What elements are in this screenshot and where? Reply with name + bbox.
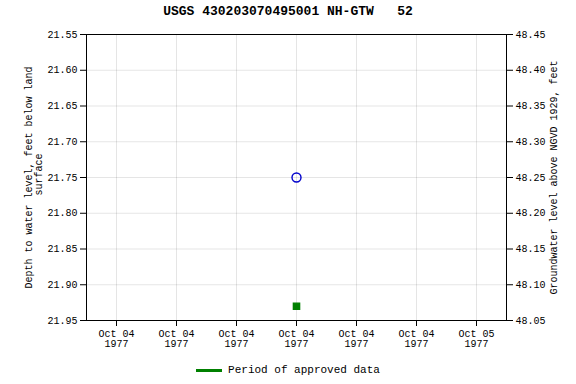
svg-text:48.15: 48.15 xyxy=(516,244,546,255)
svg-text:Oct 041977: Oct 041977 xyxy=(278,329,314,350)
svg-text:21.65: 21.65 xyxy=(47,101,77,112)
svg-text:21.75: 21.75 xyxy=(47,173,77,184)
svg-text:21.90: 21.90 xyxy=(47,280,77,291)
svg-text:Groundwater level above NGVD 1: Groundwater level above NGVD 1929, feet xyxy=(549,60,560,294)
svg-text:21.85: 21.85 xyxy=(47,244,77,255)
svg-text:Oct 051977: Oct 051977 xyxy=(458,329,494,350)
svg-text:21.55: 21.55 xyxy=(47,30,77,41)
svg-text:21.70: 21.70 xyxy=(47,137,77,148)
html-text:USGS 430203070495001 NH-GTW 52: USGS 430203070495001 NH-GTW 52 xyxy=(163,4,413,19)
svg-text:Depth to water level, feet bel: Depth to water level, feet below land su… xyxy=(24,66,45,288)
svg-text:48.20: 48.20 xyxy=(516,208,546,219)
svg-text:Oct 041977: Oct 041977 xyxy=(98,329,134,350)
svg-text:48.10: 48.10 xyxy=(516,280,546,291)
svg-text:48.45: 48.45 xyxy=(516,30,546,41)
svg-text:Oct 041977: Oct 041977 xyxy=(398,329,434,350)
svg-text:Oct 041977: Oct 041977 xyxy=(338,329,374,350)
html-text:Period of approved data: Period of approved data xyxy=(228,364,380,376)
svg-text:21.80: 21.80 xyxy=(47,208,77,219)
svg-text:48.30: 48.30 xyxy=(516,137,546,148)
svg-text:48.05: 48.05 xyxy=(516,316,546,327)
svg-text:48.25: 48.25 xyxy=(516,173,546,184)
svg-text:21.60: 21.60 xyxy=(47,65,77,76)
svg-text:Oct 041977: Oct 041977 xyxy=(158,329,194,350)
svg-text:21.95: 21.95 xyxy=(47,316,77,327)
svg-text:Oct 041977: Oct 041977 xyxy=(218,329,254,350)
svg-text:48.35: 48.35 xyxy=(516,101,546,112)
svg-text:48.40: 48.40 xyxy=(516,65,546,76)
